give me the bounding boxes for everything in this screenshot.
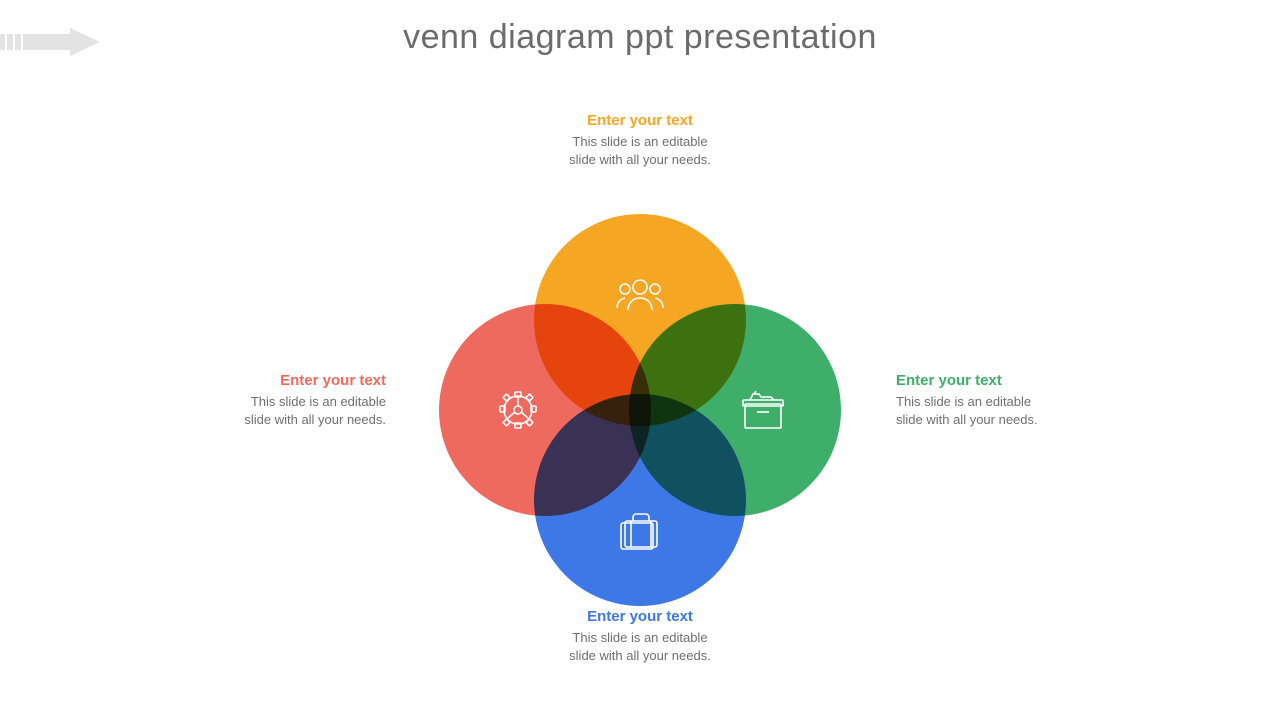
slide-title: venn diagram ppt presentation: [0, 18, 1280, 57]
text-block-right: Enter your text This slide is an editabl…: [896, 372, 1106, 428]
desc-bottom: This slide is an editable slide with all…: [535, 629, 745, 664]
text-block-top: Enter your text This slide is an editabl…: [535, 112, 745, 168]
venn-circle-bottom: [534, 394, 746, 606]
heading-top: Enter your text: [535, 112, 745, 129]
text-block-left: Enter your text This slide is an editabl…: [176, 372, 386, 428]
users-icon: [615, 276, 665, 314]
desc-left: This slide is an editable slide with all…: [176, 393, 386, 428]
desc-right: This slide is an editable slide with all…: [896, 393, 1106, 428]
venn-diagram: [390, 200, 890, 630]
briefcase-icon: [615, 509, 665, 551]
text-block-bottom: Enter your text This slide is an editabl…: [535, 608, 745, 664]
archive-icon: [740, 388, 786, 432]
gear-icon: [496, 388, 540, 432]
heading-right: Enter your text: [896, 372, 1106, 389]
heading-left: Enter your text: [176, 372, 386, 389]
desc-top: This slide is an editable slide with all…: [535, 133, 745, 168]
heading-bottom: Enter your text: [535, 608, 745, 625]
